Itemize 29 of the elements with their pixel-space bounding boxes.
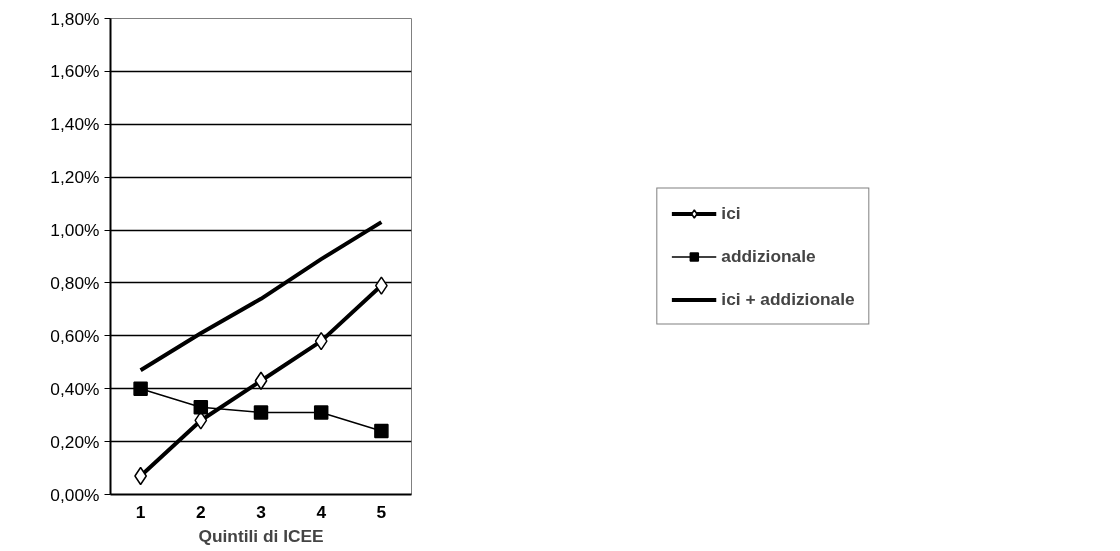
y-tick-label: 1,40% <box>50 114 100 135</box>
point <box>133 381 148 396</box>
y-tick-label: 0,40% <box>50 378 100 399</box>
point <box>313 405 329 420</box>
y-tick-label: 0,20% <box>50 431 100 452</box>
x-tick-label: 5 <box>376 501 387 522</box>
legend-label: ici <box>721 202 742 224</box>
x-tick-label: 1 <box>135 501 146 522</box>
point <box>134 466 148 486</box>
legend-label: ici + addizionale <box>721 288 855 310</box>
point <box>254 371 268 391</box>
point <box>374 423 389 439</box>
x-tick-label: 3 <box>256 501 267 522</box>
point <box>374 276 388 295</box>
y-tick-label: 0,60% <box>50 325 100 346</box>
x-tick-label: 4 <box>316 501 327 522</box>
legend-label: addizionale <box>721 245 816 267</box>
y-tick-label: 1,00% <box>50 220 100 241</box>
point <box>314 331 328 351</box>
point <box>193 399 209 415</box>
y-tick-label: 1,20% <box>50 167 100 188</box>
y-tick-label: 0,00% <box>50 484 100 505</box>
x-axis-title: Quintili di ICEE <box>198 525 324 546</box>
y-tick-label: 1,60% <box>50 61 100 82</box>
y-tick-label: 1,80% <box>50 8 100 29</box>
line-series <box>138 220 384 373</box>
x-tick-label: 2 <box>195 501 206 522</box>
y-tick-label: 0,80% <box>50 272 100 293</box>
point <box>253 405 269 420</box>
